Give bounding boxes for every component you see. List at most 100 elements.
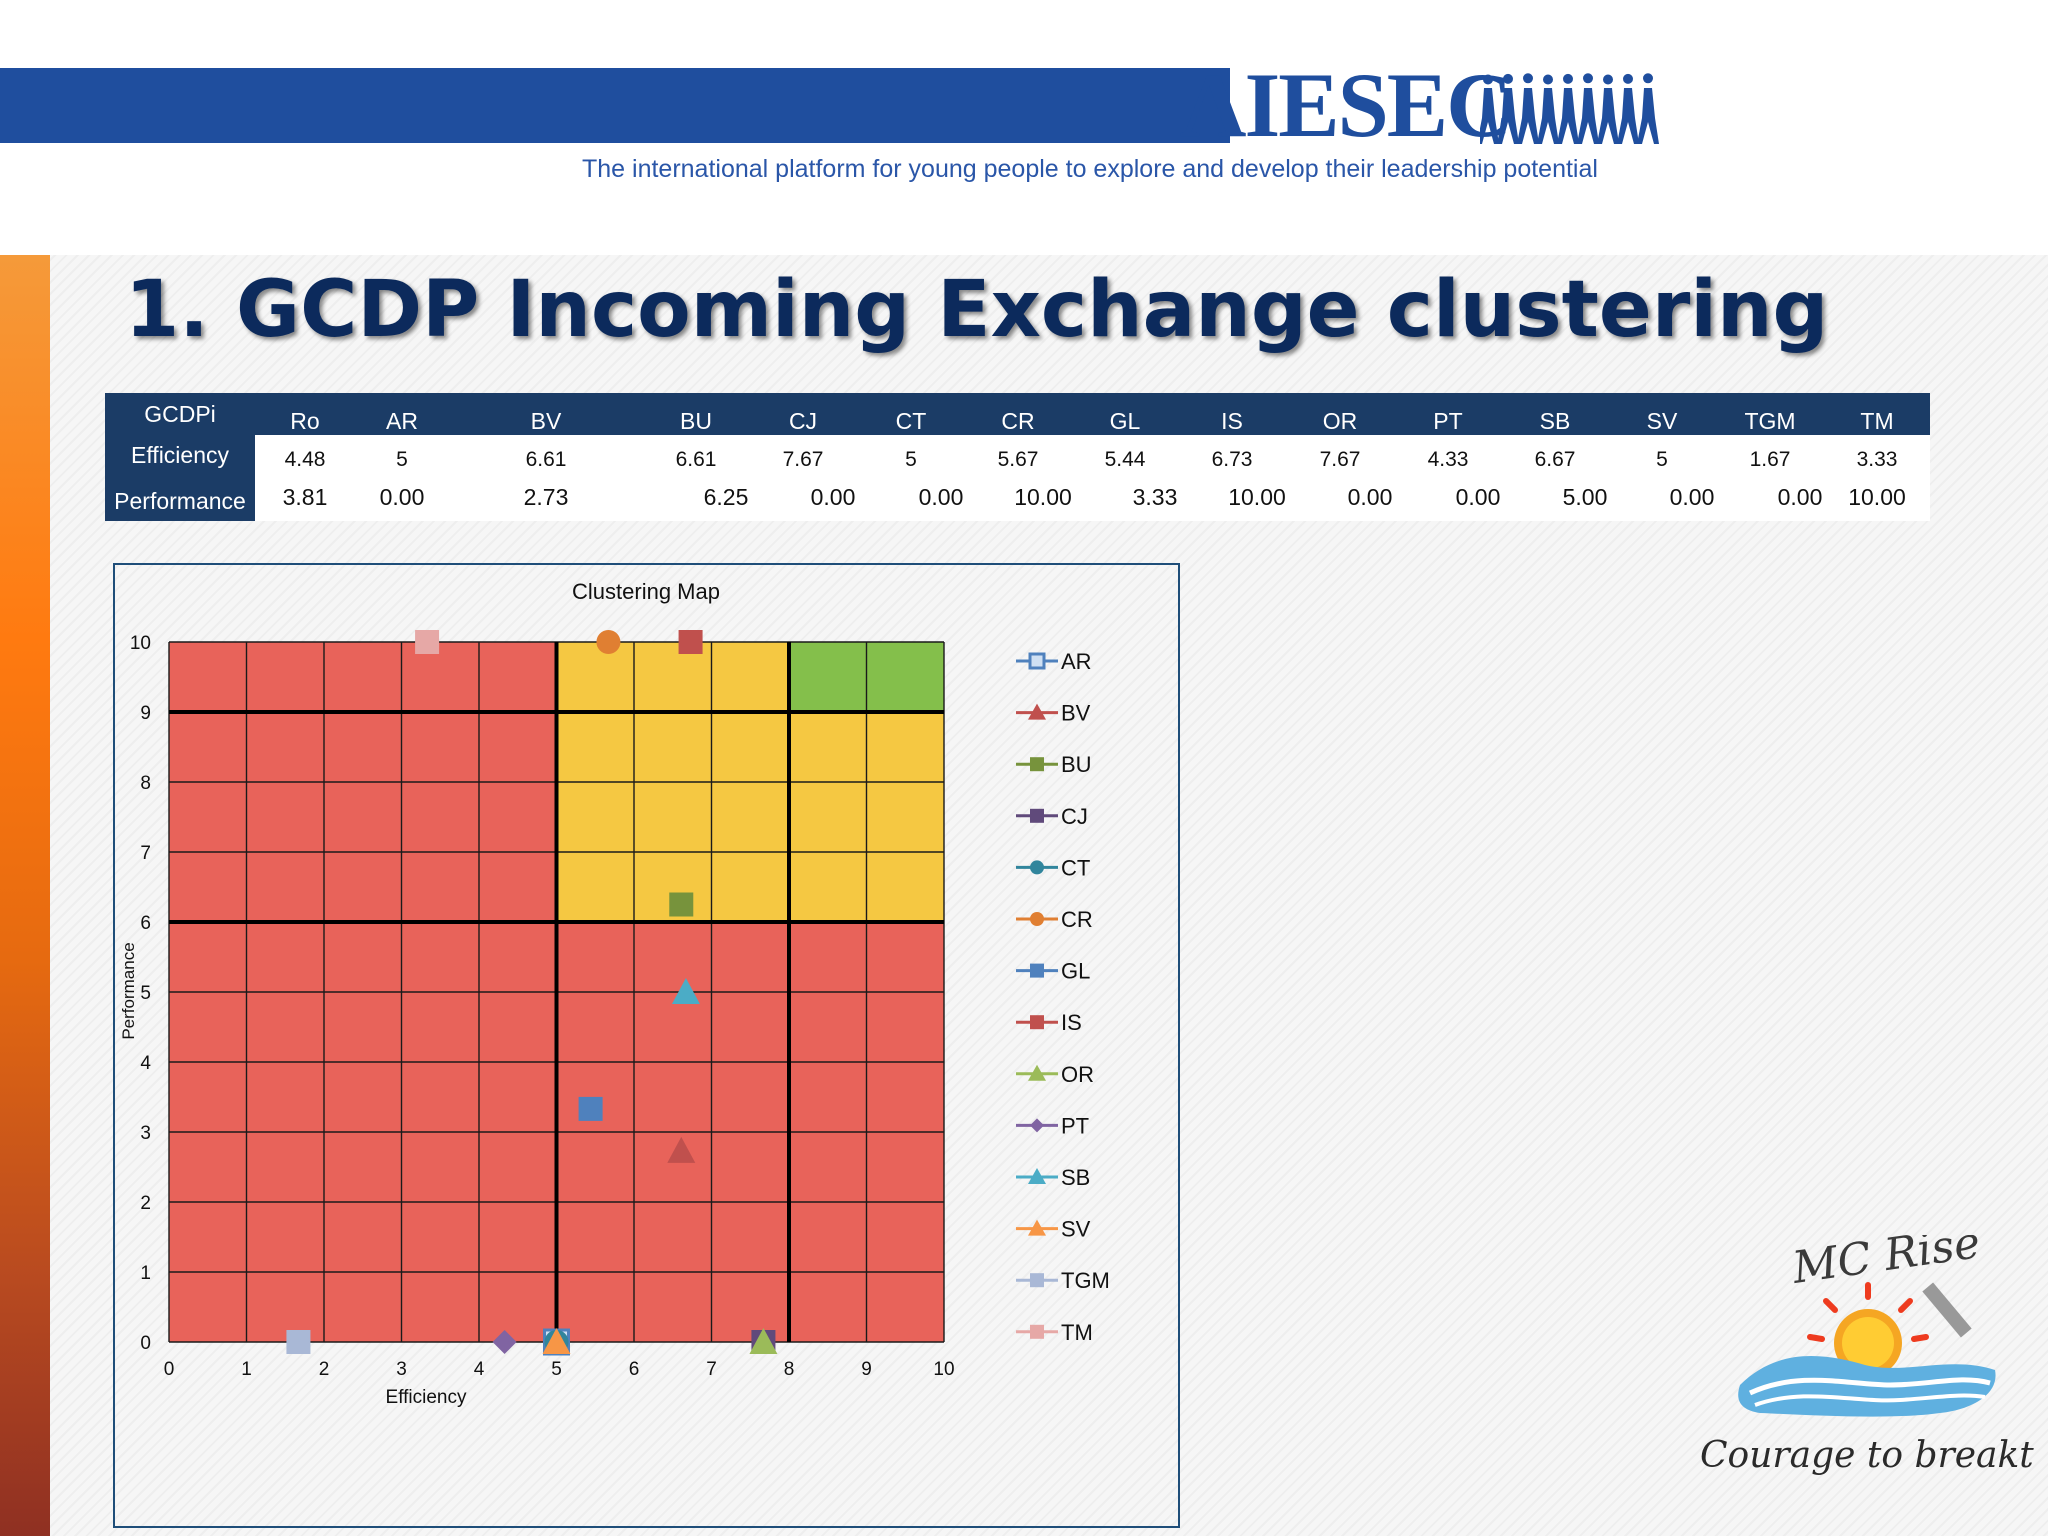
table-header-pt: PT: [1433, 408, 1463, 434]
efficiency-cell-is: 6.73: [1211, 448, 1253, 471]
performance-cell-pt: 0.00: [1455, 484, 1501, 510]
efficiency-cell-tgm: 1.67: [1749, 448, 1791, 471]
legend-marker-tgm: [1030, 1273, 1044, 1288]
x-tick-label: 10: [933, 1359, 954, 1380]
y-tick-label: 9: [140, 703, 151, 724]
table-header-is: IS: [1221, 408, 1243, 434]
legend-marker-gl: [1030, 963, 1044, 978]
y-tick-label: 1: [140, 1263, 151, 1284]
performance-cell-ro: 3.81: [282, 484, 328, 510]
efficiency-cell-ct: 5: [905, 448, 917, 471]
legend-marker-ct: [1030, 860, 1044, 875]
page-title: 1. GCDP Incoming Exchange clustering: [125, 265, 1829, 355]
y-tick-label: 3: [140, 1123, 151, 1144]
legend-label-ar: AR: [1061, 649, 1092, 674]
legend-marker-cj: [1030, 808, 1044, 823]
table-header-bu: BU: [680, 408, 712, 434]
legend-marker-bv: [1028, 703, 1046, 720]
clustering-map-chart: Clustering Map 0 1 2 3 4 5 6 7 8 9 10012345678910 …: [119, 579, 1110, 1408]
data-point-pt: [492, 1330, 517, 1354]
legend-marker-tm: [1030, 1324, 1044, 1339]
chart-title: Clustering Map: [572, 579, 720, 604]
table-header-cr: CR: [1001, 408, 1035, 434]
y-tick-label: 8: [140, 773, 151, 794]
legend-label-cj: CJ: [1061, 804, 1088, 829]
performance-cell-is: 10.00: [1228, 484, 1286, 510]
table-header-ro: Ro: [290, 408, 320, 434]
data-point-gl: [578, 1096, 603, 1121]
table-header-ct: CT: [895, 408, 927, 434]
performance-cell-cr: 10.00: [1014, 484, 1072, 510]
decorative-side-bar: [0, 255, 50, 1536]
efficiency-cell-ar: 5: [396, 448, 408, 471]
efficiency-cell-ro: 4.48: [284, 448, 326, 471]
data-point-bu: [669, 892, 694, 917]
x-tick-label: 2: [319, 1359, 330, 1380]
x-tick-label: 4: [474, 1359, 485, 1380]
performance-cell-tgm: 0.00: [1777, 484, 1823, 510]
y-tick-label: 0: [140, 1333, 151, 1354]
legend-label-bv: BV: [1061, 701, 1091, 726]
table-header-cj: CJ: [788, 408, 818, 434]
legend-label-pt: PT: [1061, 1113, 1089, 1138]
y-tick-label: 5: [140, 983, 151, 1004]
table-header-row: [105, 393, 1930, 435]
efficiency-cell-cr: 5.67: [997, 448, 1039, 471]
legend-label-bu: BU: [1061, 752, 1092, 777]
y-axis-label: Performance: [119, 942, 138, 1039]
x-tick-label: 6: [629, 1359, 640, 1380]
x-tick-label: 9: [861, 1359, 872, 1380]
mc-rise-logo: MC Rise Courage to breakthrough: [1700, 1235, 2035, 1476]
tagline: The international platform for young peo…: [582, 155, 1598, 183]
legend-marker-ar: [1028, 652, 1046, 670]
data-point-tm: [415, 630, 440, 654]
data-table: GCDPi Efficiency Performance Ro AR BV BU CJ C…: [105, 393, 1930, 521]
efficiency-cell-or: 7.67: [1319, 448, 1361, 471]
performance-cell-or: 0.00: [1347, 484, 1393, 510]
efficiency-cell-gl: 5.44: [1104, 448, 1146, 471]
table-header-ar: AR: [386, 408, 418, 434]
row-label-efficiency: Efficiency: [105, 435, 255, 475]
walking-people-icon: [1480, 73, 1659, 144]
legend-label-ct: CT: [1061, 855, 1090, 880]
sun-icon: [1807, 1282, 1929, 1377]
efficiency-cell-cj: 7.67: [782, 448, 824, 471]
x-tick-label: 8: [784, 1359, 795, 1380]
legend-label-tm: TM: [1061, 1320, 1093, 1345]
legend-marker-cr: [1030, 912, 1044, 926]
performance-cell-tm: 10.00: [1848, 484, 1906, 510]
legend-label-cr: CR: [1061, 907, 1093, 932]
mc-rise-logo-name: MC Rise: [1788, 1235, 1983, 1294]
header-band: [0, 68, 1230, 143]
x-tick-label: 7: [706, 1359, 717, 1380]
data-point-or: [749, 1328, 778, 1354]
x-tick-label: 3: [396, 1359, 407, 1380]
row-label-performance: Performance: [105, 475, 255, 521]
chart-frame: [113, 563, 1180, 1528]
legend-label-sv: SV: [1061, 1217, 1091, 1242]
row-label-gcdpi: GCDPi: [144, 401, 216, 427]
efficiency-cell-sv: 5: [1656, 448, 1668, 471]
efficiency-cell-tm: 3.33: [1856, 448, 1898, 471]
y-tick-label: 6: [140, 913, 151, 934]
legend-marker-or: [1028, 1064, 1046, 1081]
data-point-cr: [596, 630, 621, 654]
data-point-bv: [667, 1136, 696, 1163]
mc-rise-slogan: Courage to breakthrough: [1700, 1435, 2035, 1476]
legend-label-sb: SB: [1061, 1165, 1090, 1190]
legend-marker-is: [1030, 1015, 1044, 1030]
efficiency-cell-bv: 6.61: [525, 448, 567, 471]
efficiency-cell-pt: 4.33: [1427, 448, 1469, 471]
legend-marker-sb: [1028, 1168, 1046, 1184]
table-header-bv: BV: [530, 408, 562, 434]
legend-marker-pt: [1030, 1118, 1044, 1133]
table-header-tgm: TGM: [1744, 408, 1796, 434]
x-tick-label: 1: [241, 1359, 252, 1380]
table-header-or: OR: [1322, 408, 1358, 434]
legend-label-is: IS: [1061, 1010, 1082, 1035]
y-tick-label: 4: [140, 1053, 151, 1074]
aiesec-logo: AIESEC: [1180, 59, 1670, 151]
data-point-is: [678, 630, 703, 654]
legend-label-or: OR: [1061, 1062, 1094, 1087]
legend-label-gl: GL: [1061, 959, 1090, 984]
